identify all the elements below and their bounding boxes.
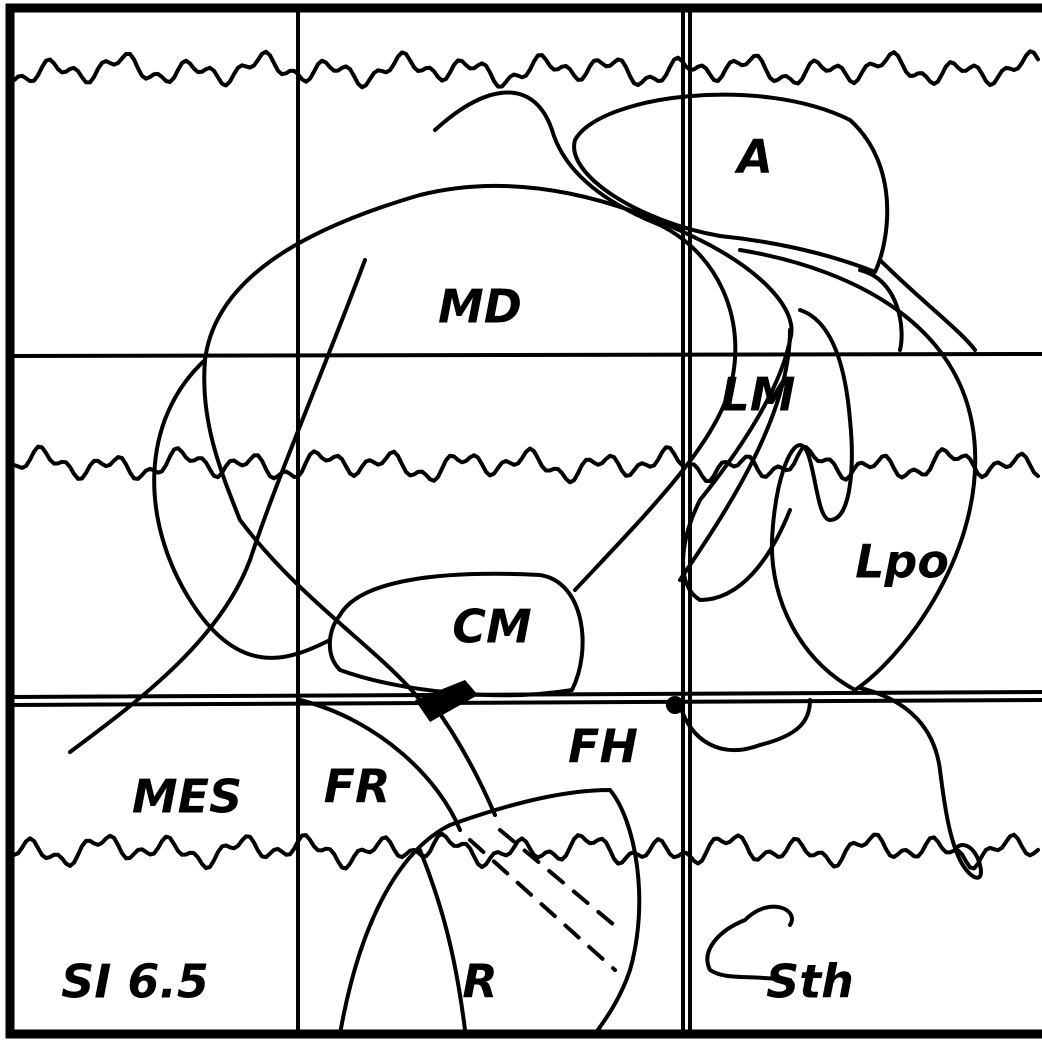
label: CM	[452, 600, 532, 654]
label: A	[734, 130, 773, 184]
label: MD	[438, 280, 522, 334]
label: R	[462, 955, 497, 1009]
label: Lpo	[855, 535, 949, 589]
electrode-dot	[666, 696, 684, 714]
atlas-figure: A MD LM Lpo CM FH FR MES R Sth SI 6.5	[0, 0, 1042, 1042]
label: FH	[568, 720, 638, 774]
label: LM	[720, 368, 795, 422]
label: SI 6.5	[61, 955, 209, 1009]
grid-line	[10, 354, 1042, 356]
label: Sth	[766, 955, 854, 1009]
label: FR	[324, 760, 391, 814]
label: MES	[132, 770, 242, 824]
